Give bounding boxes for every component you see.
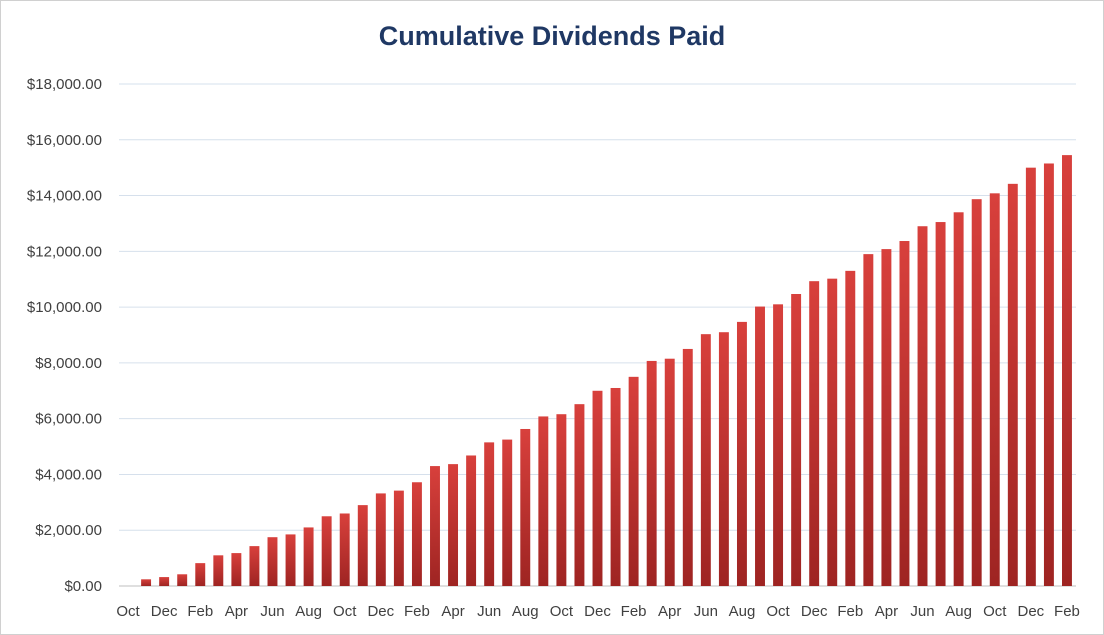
y-tick-label: $10,000.00 xyxy=(27,299,102,316)
x-axis-tick-labels: Oct Dec Feb Apr Jun Aug Oct Dec Feb Apr Jun Aug Oct D… xyxy=(116,603,1080,620)
bar xyxy=(556,414,567,586)
bar xyxy=(664,358,675,586)
x-tick-label: Jun xyxy=(910,603,934,620)
bar xyxy=(303,527,314,586)
bar xyxy=(195,563,206,586)
bar xyxy=(520,428,531,586)
bar xyxy=(502,439,513,586)
bar xyxy=(159,577,170,586)
bar xyxy=(989,193,1000,586)
bar xyxy=(682,348,693,586)
bar xyxy=(827,278,838,586)
bar xyxy=(285,534,296,586)
bar xyxy=(610,387,621,586)
x-tick-label: Oct xyxy=(983,603,1007,620)
x-tick-label: Oct xyxy=(116,603,140,620)
bar xyxy=(484,442,495,586)
bar xyxy=(393,490,404,586)
bar xyxy=(574,404,585,586)
y-tick-label: $2,000.00 xyxy=(35,522,102,539)
bar xyxy=(736,321,747,586)
x-tick-label: Apr xyxy=(658,603,681,620)
x-tick-label: Apr xyxy=(875,603,898,620)
bar xyxy=(953,212,964,587)
bar xyxy=(411,482,422,586)
bars xyxy=(141,155,1072,587)
bar xyxy=(538,416,549,586)
bar xyxy=(863,254,874,586)
bar xyxy=(231,553,242,586)
x-tick-label: Feb xyxy=(837,603,863,620)
bar xyxy=(935,222,946,587)
x-tick-label: Jun xyxy=(477,603,501,620)
bar xyxy=(339,513,350,586)
bar xyxy=(700,334,711,586)
x-tick-label: Oct xyxy=(766,603,790,620)
bar xyxy=(448,464,459,586)
bar xyxy=(628,376,639,586)
bar xyxy=(321,516,332,586)
x-tick-label: Dec xyxy=(367,603,394,620)
y-tick-label: $6,000.00 xyxy=(35,411,102,428)
bar xyxy=(466,455,477,586)
x-tick-label: Dec xyxy=(1018,603,1045,620)
bar xyxy=(430,466,440,586)
x-tick-label: Aug xyxy=(295,603,322,620)
x-tick-label: Apr xyxy=(441,603,464,620)
bar xyxy=(375,493,386,586)
bar xyxy=(213,555,224,586)
x-tick-label: Feb xyxy=(187,603,213,620)
y-tick-label: $16,000.00 xyxy=(27,132,102,149)
bar xyxy=(1062,155,1072,586)
y-tick-label: $18,000.00 xyxy=(27,76,102,93)
bar xyxy=(592,390,603,586)
bar xyxy=(267,537,278,586)
y-tick-label: $14,000.00 xyxy=(27,188,102,205)
bar xyxy=(845,270,856,586)
bar xyxy=(917,226,928,586)
bar xyxy=(646,360,657,586)
x-tick-label: Jun xyxy=(694,603,718,620)
bar xyxy=(881,249,892,586)
y-axis-tick-labels: $0.00 $2,000.00 $4,000.00 $6,000.00 $8,000.0… xyxy=(27,76,102,595)
bar xyxy=(1007,183,1018,586)
x-tick-label: Jun xyxy=(260,603,284,620)
x-tick-label: Dec xyxy=(801,603,828,620)
x-tick-label: Feb xyxy=(621,603,647,620)
x-tick-label: Aug xyxy=(729,603,756,620)
bar xyxy=(177,574,188,586)
bar xyxy=(249,546,260,586)
bar xyxy=(791,294,802,586)
bar xyxy=(1043,163,1054,586)
y-tick-label: $4,000.00 xyxy=(35,466,102,483)
bar xyxy=(718,332,729,586)
x-tick-label: Oct xyxy=(333,603,357,620)
bar xyxy=(1025,167,1036,586)
bar xyxy=(357,505,368,586)
x-tick-label: Feb xyxy=(404,603,430,620)
chart-title: Cumulative Dividends Paid xyxy=(378,21,726,51)
bar xyxy=(773,304,784,586)
y-tick-label: $0.00 xyxy=(64,578,102,595)
x-tick-label: Dec xyxy=(584,603,611,620)
bar xyxy=(809,281,820,586)
y-tick-label: $12,000.00 xyxy=(27,243,102,260)
x-tick-label: Dec xyxy=(151,603,178,620)
bar xyxy=(971,199,982,587)
x-tick-label: Aug xyxy=(512,603,539,620)
x-tick-label: Aug xyxy=(945,603,972,620)
x-tick-label: Feb xyxy=(1054,603,1080,620)
bar xyxy=(755,306,765,586)
bar xyxy=(141,579,152,586)
x-tick-label: Apr xyxy=(225,603,248,620)
bar xyxy=(899,241,910,586)
y-tick-label: $8,000.00 xyxy=(35,355,102,372)
x-tick-label: Oct xyxy=(550,603,574,620)
